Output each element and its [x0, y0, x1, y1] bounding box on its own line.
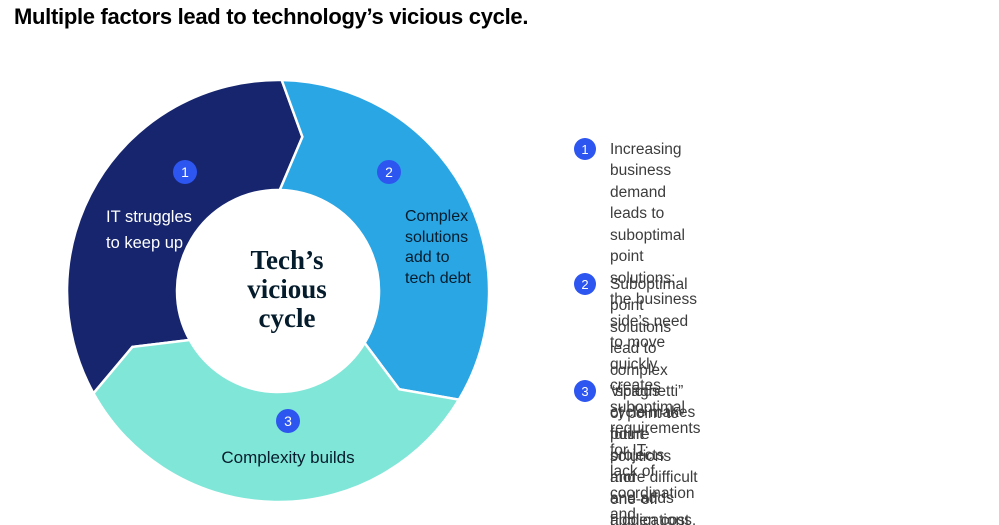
- legend-item-2: 2 Suboptimal point solutions lead to com…: [574, 273, 696, 525]
- segment-1-number-badge: 1: [173, 160, 197, 184]
- legend-item-1: 1 Increasing business demand leads to su…: [574, 138, 700, 525]
- legend-item-3-number-badge: 3: [574, 380, 596, 402]
- legend-item-3: 3 Vicious cycle makes future projects mo…: [574, 380, 699, 525]
- legend-item-1-number-badge: 1: [574, 138, 596, 160]
- segment-1-number: 1: [181, 164, 189, 180]
- segment-3-number-badge: 3: [276, 409, 300, 433]
- legend-item-2-number: 2: [581, 276, 589, 292]
- segment-2-label: Complex solutions add to tech debt: [405, 208, 471, 287]
- segment-2-number-badge: 2: [377, 160, 401, 184]
- legend-item-2-number-badge: 2: [574, 273, 596, 295]
- legend-item-1-text: Increasing business demand leads to subo…: [610, 140, 701, 524]
- cycle-segment-1-navy: [65, 78, 304, 396]
- cycle-center-label: Tech’s vicious cycle: [247, 245, 327, 333]
- legend-item-2-text: Suboptimal point solutions lead to compl…: [610, 275, 697, 525]
- figure-title: Multiple factors lead to technology’s vi…: [14, 4, 529, 29]
- segment-3-number: 3: [284, 413, 292, 429]
- cycle-segment-2-azure: [277, 78, 491, 402]
- segment-3-label: Complexity builds: [221, 448, 355, 467]
- segment-2-number: 2: [385, 164, 393, 180]
- legend-item-1-number: 1: [581, 141, 589, 157]
- legend-item-3-text: Vicious cycle makes future projects more…: [610, 382, 698, 525]
- segment-1-label: IT struggles to keep up: [106, 208, 192, 252]
- legend-item-3-number: 3: [581, 383, 589, 399]
